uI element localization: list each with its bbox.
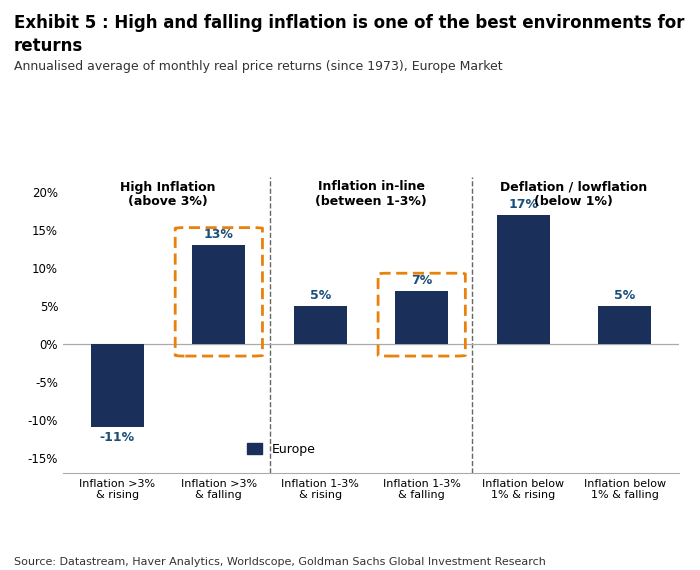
Text: Exhibit 5 : High and falling inflation is one of the best environments for: Exhibit 5 : High and falling inflation i… <box>14 14 685 32</box>
Bar <box>497 215 550 344</box>
Text: 13%: 13% <box>204 229 234 241</box>
Bar <box>598 306 651 344</box>
Bar <box>193 245 245 344</box>
Text: Annualised average of monthly real price returns (since 1973), Europe Market: Annualised average of monthly real price… <box>14 60 503 73</box>
Text: High Inflation
(above 3%): High Inflation (above 3%) <box>120 181 216 209</box>
Text: Inflation in-line
(between 1-3%): Inflation in-line (between 1-3%) <box>315 181 427 209</box>
Text: 7%: 7% <box>411 274 433 287</box>
Bar <box>91 344 144 428</box>
Bar <box>294 306 346 344</box>
Text: Deflation / lowflation
(below 1%): Deflation / lowflation (below 1%) <box>500 181 648 209</box>
Text: 5%: 5% <box>309 289 331 302</box>
Text: 17%: 17% <box>508 198 538 211</box>
Text: 5%: 5% <box>614 289 635 302</box>
Text: -11%: -11% <box>100 431 135 444</box>
Legend: Europe: Europe <box>241 438 321 461</box>
Bar <box>395 291 448 344</box>
Text: returns: returns <box>14 37 83 55</box>
Text: Source: Datastream, Haver Analytics, Worldscope, Goldman Sachs Global Investment: Source: Datastream, Haver Analytics, Wor… <box>14 557 546 567</box>
